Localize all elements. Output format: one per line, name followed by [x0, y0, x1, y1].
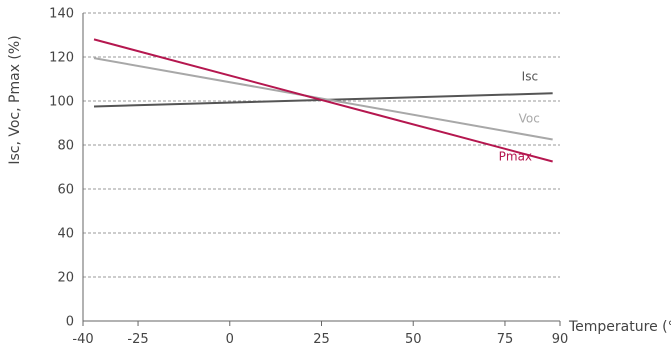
- x-tick-label: 25: [313, 332, 330, 347]
- series-label-pmax: Pmax: [499, 150, 532, 164]
- series-lines: [93, 38, 553, 163]
- x-tick-label: 90: [552, 332, 569, 347]
- y-tick-label: 140: [49, 7, 74, 22]
- x-tick-label: -25: [127, 332, 148, 347]
- labels: 0 20 40 60 80 100 120 140 -40 -25 0 25 50 75 90 Isc Voc P…: [49, 7, 568, 348]
- x-tick-label: 50: [405, 332, 422, 347]
- axes: [82, 13, 561, 326]
- y-axis-title: Isc, Voc, Pmax (%): [7, 35, 23, 164]
- x-tick-label: 0: [226, 332, 234, 347]
- y-tick-label: 20: [57, 271, 74, 286]
- x-tick-label: -40: [72, 332, 93, 347]
- y-tick-label: 120: [49, 51, 74, 66]
- series-line-pmax: [93, 38, 553, 163]
- series-label-voc: Voc: [519, 112, 540, 126]
- series-label-isc: Isc: [522, 69, 538, 83]
- y-tick-label: 100: [49, 95, 74, 110]
- y-tick-label: 60: [57, 183, 74, 198]
- y-tick-label: 40: [57, 227, 74, 242]
- series-line-voc: [93, 57, 553, 141]
- x-axis-title: Temperature (°C): [568, 319, 671, 335]
- x-tick-label: 75: [497, 332, 514, 347]
- y-tick-label: 0: [66, 315, 74, 330]
- y-tick-label: 80: [57, 139, 74, 154]
- grid-lines: [83, 12, 560, 278]
